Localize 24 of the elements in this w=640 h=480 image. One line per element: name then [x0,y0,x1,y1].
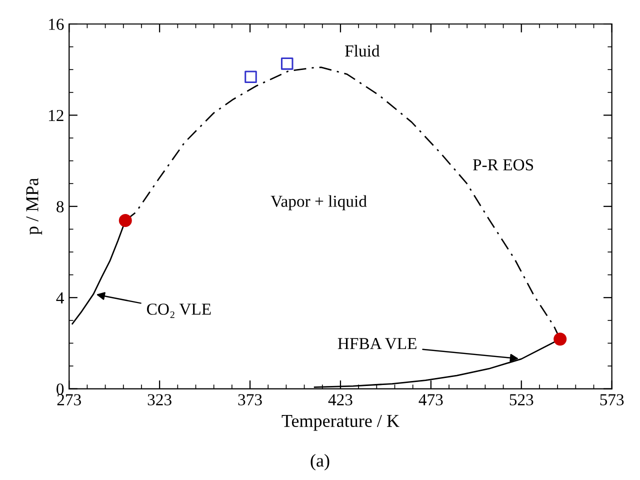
annotation: CO₂ VLE [147,304,211,318]
annotation: Vapor + liquid [270,195,367,210]
point [244,70,257,84]
x-tick-label: 273 [57,394,81,406]
annotation: HFBA VLE [338,338,416,350]
x-tick-label: 473 [418,394,443,406]
x-tick-label: 573 [600,394,624,406]
x-axis-title: Temperature / K [282,414,400,431]
y-tick-label: 0 [56,384,64,395]
point [118,214,132,228]
point [280,58,294,70]
point [554,332,567,346]
annotation: Fluid [345,44,380,57]
y-tick-label: 4 [56,292,64,304]
x-tick-label: 423 [328,394,352,406]
y-tick-label: 8 [56,201,64,212]
x-tick-label: 523 [510,394,534,406]
y-tick-label: 12 [49,110,64,121]
x-tick-label: 323 [148,394,172,406]
text: (a) [310,454,330,470]
y-axis-title: p / MPa [26,178,42,235]
y-tick-label: 16 [49,18,64,30]
annotation: P-R EOS [472,159,534,170]
x-tick-label: 373 [238,394,262,406]
